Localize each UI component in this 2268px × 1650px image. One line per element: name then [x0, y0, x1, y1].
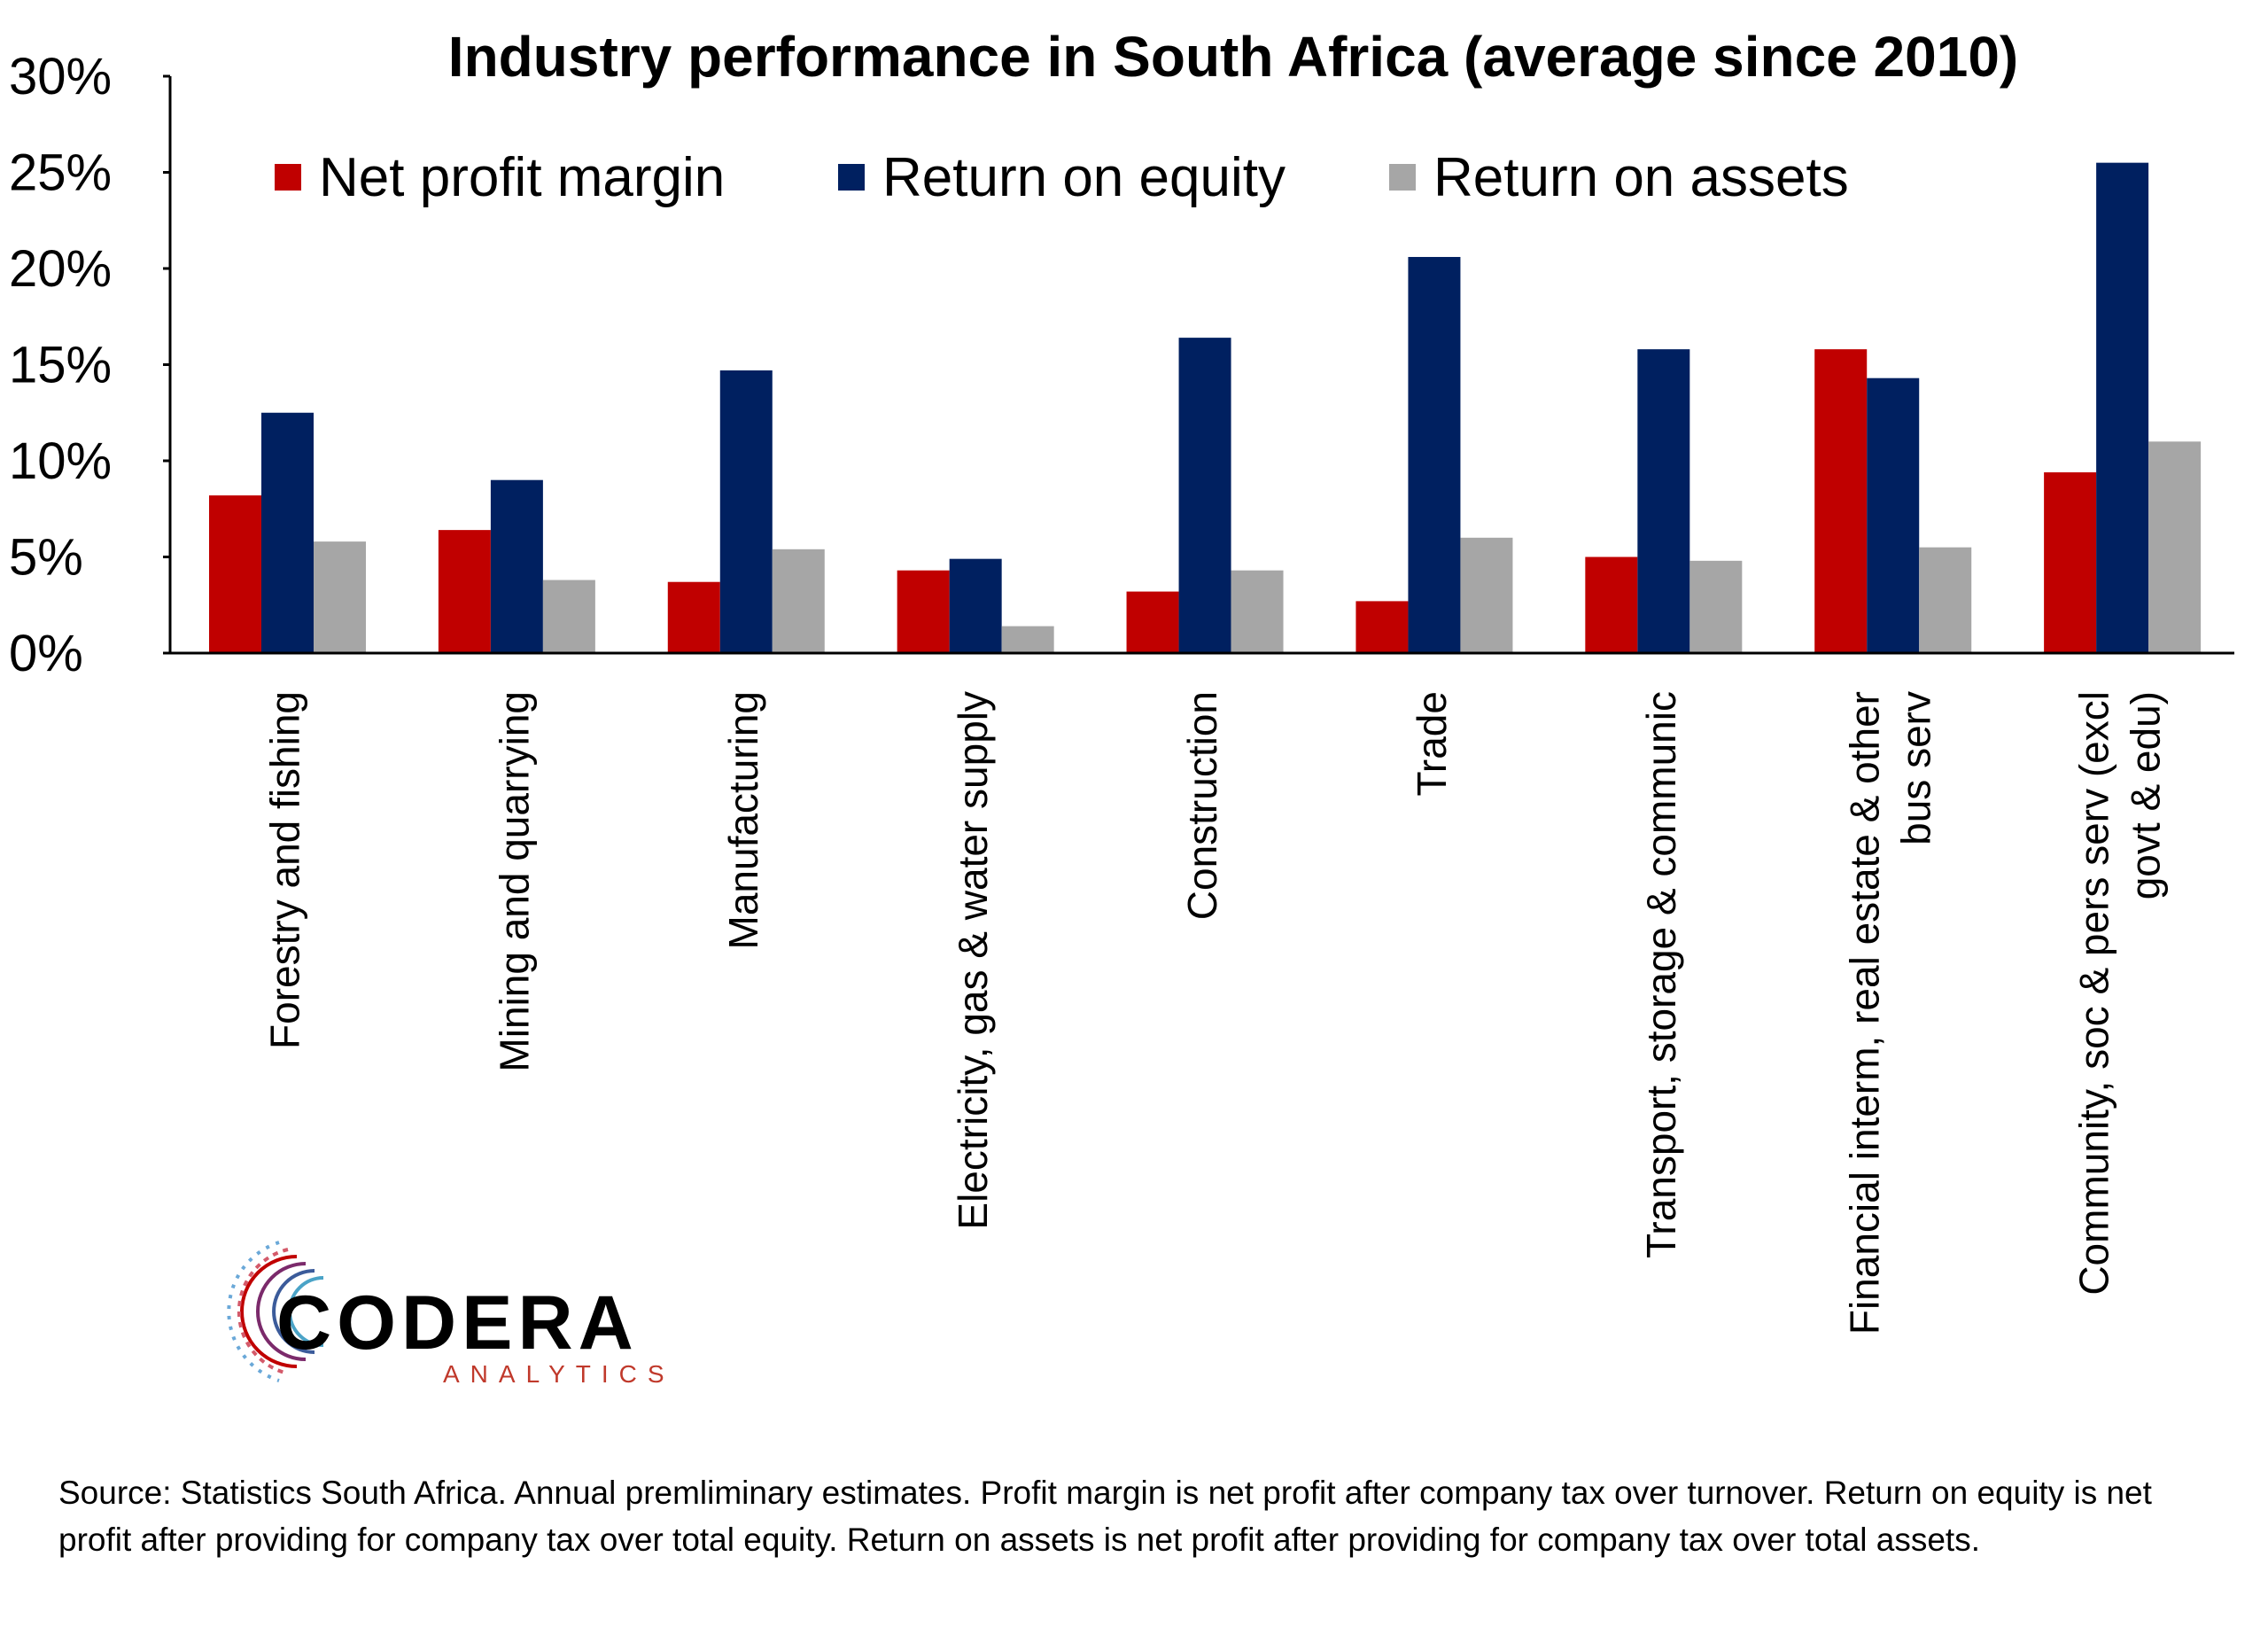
bar-return-on-assets — [1689, 560, 1743, 653]
bar-return-on-equity — [1178, 338, 1231, 653]
y-tick-label: 20% — [9, 240, 112, 298]
bar-return-on-assets — [314, 541, 366, 653]
logo-name: CODERA — [276, 1280, 639, 1366]
category-labels: Forestry and fishing Mining and quarrying… — [261, 691, 2168, 1335]
legend: Net profit margin Return on equity Return … — [275, 147, 1849, 208]
logo-subtitle: ANALYTICS — [443, 1360, 675, 1388]
x-tick-label: Construction — [1179, 691, 1225, 920]
x-tick-label: Forestry and fishing — [261, 691, 307, 1049]
y-tick-label: 15% — [9, 337, 112, 394]
legend-swatch — [1389, 164, 1416, 191]
legend-label: Net profit margin — [319, 147, 725, 208]
bar-net-profit-margin — [1585, 556, 1638, 653]
bar-return-on-equity — [949, 558, 1002, 653]
y-tick-label: 5% — [9, 529, 83, 587]
bar-return-on-equity — [1637, 349, 1690, 653]
bar-return-on-assets — [1231, 570, 1284, 653]
bar-return-on-equity — [1867, 377, 1920, 653]
legend-swatch — [275, 164, 301, 191]
x-tick-label: bus serv — [1893, 691, 1939, 845]
bar-return-on-assets — [1919, 547, 1972, 653]
chart-title: Industry performance in South Africa (av… — [448, 25, 2018, 89]
x-tick-label: Mining and quarrying — [491, 691, 537, 1072]
legend-swatch — [838, 164, 865, 191]
bar-return-on-assets — [542, 580, 595, 653]
y-tick-label: 30% — [9, 48, 112, 105]
bar-return-on-assets — [1001, 626, 1054, 653]
bar-net-profit-margin — [897, 570, 950, 653]
bar-net-profit-margin — [1355, 601, 1409, 653]
bar-return-on-equity — [1408, 256, 1461, 653]
y-tick-label: 25% — [9, 144, 112, 202]
bar-return-on-equity — [261, 412, 314, 653]
x-tick-label: Manufacturing — [720, 691, 766, 950]
bar-return-on-assets — [2148, 441, 2202, 653]
y-tick-label: 0% — [9, 625, 83, 682]
bar-return-on-assets — [1460, 537, 1513, 653]
x-tick-label: Financial interm, real estate & other — [1842, 691, 1888, 1335]
bars — [209, 162, 2202, 653]
x-tick-label: Transport, storage & communic — [1638, 691, 1684, 1258]
legend-label: Return on equity — [882, 147, 1285, 208]
logo-swirl-icon — [227, 1241, 324, 1382]
bar-net-profit-margin — [2044, 472, 2097, 653]
legend-label: Return on assets — [1433, 147, 1849, 208]
bar-return-on-equity — [490, 479, 543, 653]
x-tick-label: Trade — [1409, 691, 1455, 796]
bar-net-profit-margin — [1126, 591, 1179, 653]
source-note: Source: Statistics South Africa. Annual … — [58, 1475, 2152, 1558]
bar-return-on-equity — [719, 370, 773, 653]
x-tick-label: govt & edu) — [2123, 691, 2169, 899]
y-tick-label: 10% — [9, 432, 112, 490]
x-tick-label: Electricity, gas & water supply — [950, 691, 996, 1230]
codera-logo: CODERA ANALYTICS — [227, 1241, 675, 1388]
bar-net-profit-margin — [209, 495, 261, 653]
bar-return-on-assets — [772, 549, 825, 653]
bar-return-on-equity — [2096, 162, 2149, 653]
bar-net-profit-margin — [1814, 349, 1868, 653]
y-axis: 0% 5% 10% 15% 20% 25% 30% — [9, 48, 172, 682]
bar-net-profit-margin — [438, 530, 491, 653]
x-tick-label: Community, soc & pers serv (excl — [2071, 691, 2117, 1296]
bar-net-profit-margin — [667, 581, 720, 653]
